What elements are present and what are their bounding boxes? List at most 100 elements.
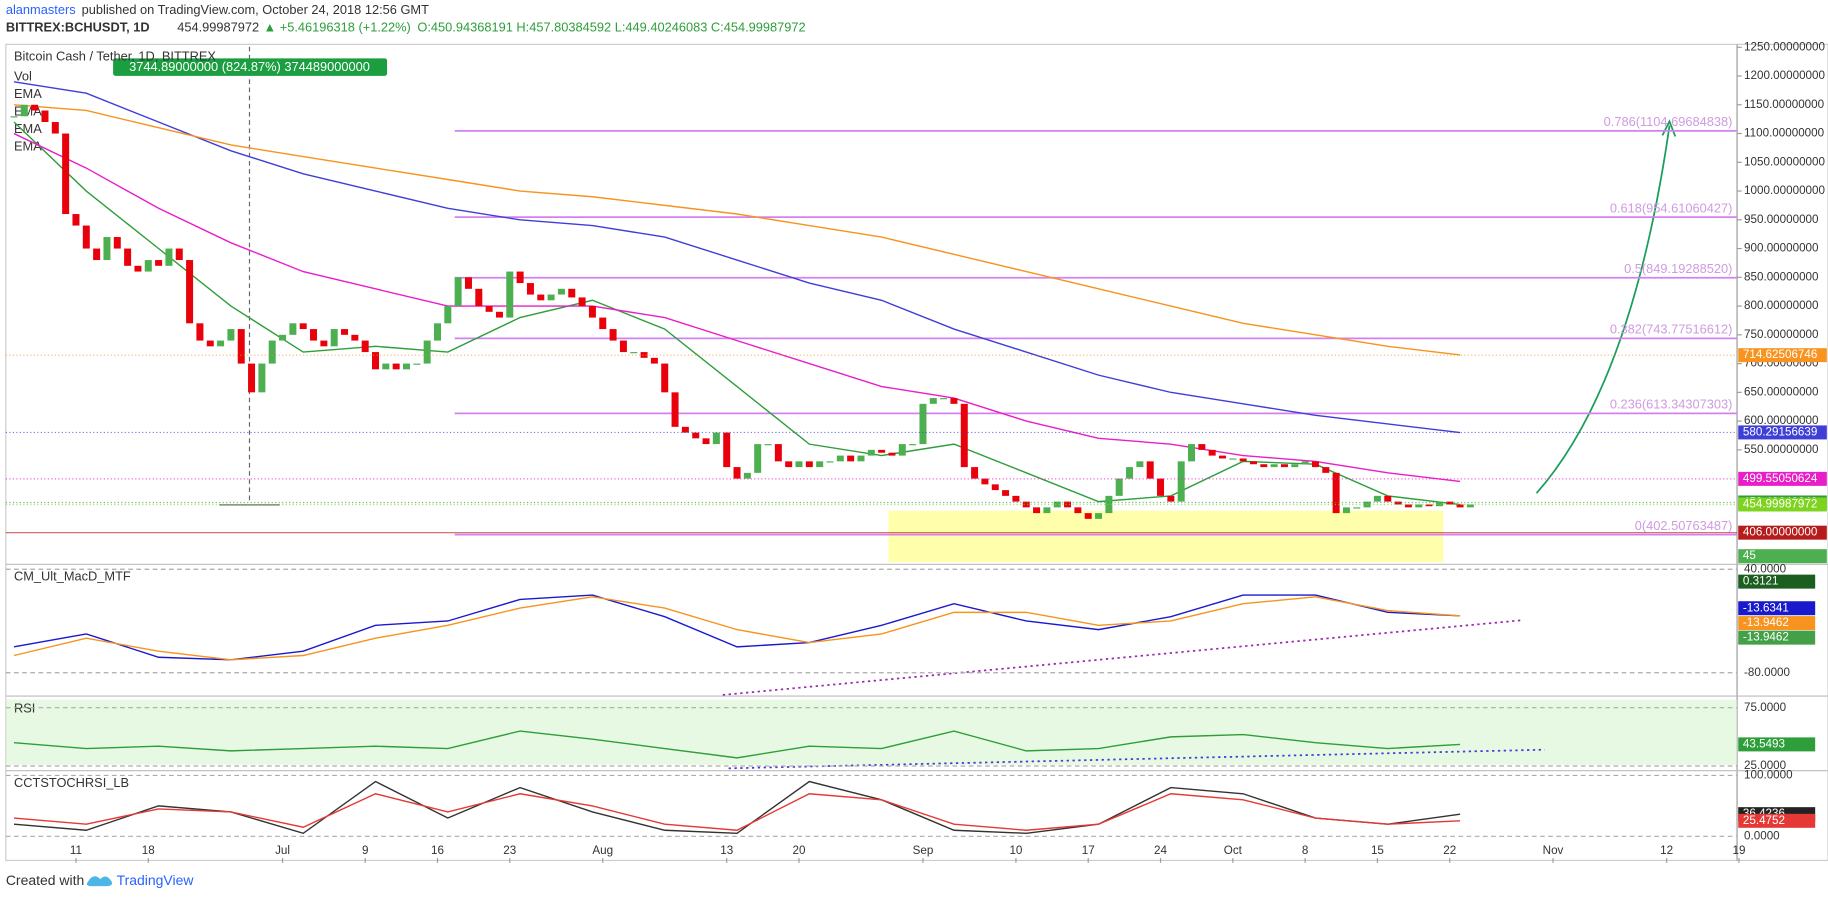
author[interactable]: alanmasters	[6, 2, 76, 17]
y-tick-label: 550.00000000	[1744, 443, 1819, 456]
indicator-tick-label: 100.0000	[1744, 769, 1793, 782]
candle	[557, 288, 565, 295]
candle	[1219, 455, 1226, 459]
x-tick-label: 10	[1009, 844, 1022, 857]
candle	[764, 444, 772, 446]
candle	[299, 323, 307, 330]
x-tick-label: Oct	[1224, 844, 1243, 857]
candle	[1270, 464, 1278, 468]
indicator-tick-label: -80.0000	[1744, 666, 1790, 679]
candle	[795, 461, 803, 468]
candle	[1074, 507, 1082, 514]
candle	[1280, 464, 1288, 468]
indicator-tag	[1738, 737, 1816, 752]
indicator-tick-label: 25.0000	[1744, 759, 1787, 772]
candle	[1022, 501, 1030, 508]
candle	[41, 110, 49, 123]
candle	[413, 363, 421, 365]
x-tick-label: 16	[431, 844, 444, 857]
indicator-tag	[1738, 601, 1816, 616]
candle	[341, 329, 349, 335]
candle	[1249, 461, 1257, 465]
candle	[1291, 464, 1299, 468]
candle	[1115, 478, 1123, 496]
legend-ema: EMA	[14, 121, 42, 136]
candle	[588, 306, 596, 318]
candle	[31, 104, 39, 111]
candle	[1239, 458, 1247, 462]
legend-ema: EMA	[14, 86, 42, 101]
x-tick-label: Sep	[913, 844, 934, 857]
candle	[1177, 461, 1185, 502]
candle	[671, 392, 679, 427]
indicator-title: CCTSTOCHRSI_LB	[14, 775, 129, 790]
candle	[991, 484, 999, 491]
trend-line	[728, 748, 1545, 770]
fib-label: 0.618(954.61060427)	[1610, 200, 1733, 215]
candle	[1404, 504, 1412, 508]
candle	[547, 294, 555, 301]
candle	[537, 294, 545, 301]
y-tick-label: 750.00000000	[1744, 328, 1819, 341]
footer-brand[interactable]: TradingView	[117, 872, 195, 888]
y-tick-label: 1050.00000000	[1744, 155, 1825, 168]
fib-label: 0(402.50763487)	[1635, 518, 1733, 533]
candle	[124, 248, 132, 266]
candle	[113, 237, 121, 249]
projection-arrow	[1535, 125, 1671, 494]
candle	[733, 467, 741, 479]
measure-label: 3744.89000000 (824.87%) 374489000000	[129, 59, 370, 74]
change: ▲ +5.46196318 (+1.22%)	[263, 19, 410, 34]
candle	[1229, 458, 1237, 460]
candle	[289, 323, 297, 335]
candle	[1084, 513, 1092, 519]
indicator-tag-label: -13.9462	[1743, 631, 1789, 644]
candle	[1157, 478, 1165, 496]
price-tag-label: 580.29156639	[1743, 426, 1817, 439]
candle	[1353, 507, 1361, 509]
candle	[599, 317, 607, 330]
candle	[805, 461, 813, 468]
candle	[1332, 472, 1340, 514]
candle	[578, 297, 586, 307]
candle	[971, 467, 979, 479]
candle	[1456, 504, 1464, 508]
range-box	[888, 510, 1444, 563]
candle	[1384, 495, 1392, 502]
candle	[475, 288, 483, 307]
indicator-tag-label: 25.4752	[1743, 814, 1785, 827]
candle	[960, 403, 968, 468]
candle	[847, 455, 855, 462]
candle	[433, 323, 441, 341]
price-tag	[1738, 549, 1827, 564]
indicator-line	[13, 780, 1461, 835]
x-tick-label: Aug	[592, 844, 613, 857]
x-tick-label: 15	[1371, 844, 1384, 857]
footer-created: Created with	[6, 872, 84, 888]
candle	[878, 449, 886, 453]
price-tag	[1738, 525, 1827, 540]
candle	[248, 363, 256, 393]
candle	[227, 329, 235, 341]
candle	[1188, 444, 1196, 462]
candle	[103, 237, 111, 261]
candle	[361, 340, 369, 353]
candle	[82, 225, 90, 249]
candle	[351, 334, 359, 341]
brand-icon	[86, 876, 113, 887]
candle	[919, 403, 927, 445]
x-tick-label: 8	[1302, 844, 1308, 857]
price-tag	[1738, 425, 1827, 440]
candle	[1105, 495, 1113, 514]
ohlc: O:450.94368191 H:457.80384592 L:449.4024…	[417, 19, 805, 34]
candle	[1301, 461, 1309, 465]
candle	[62, 133, 70, 215]
candle	[1126, 467, 1134, 479]
candle	[320, 340, 328, 347]
y-tick-label: 950.00000000	[1744, 213, 1819, 226]
candle	[826, 461, 834, 463]
trend-line	[722, 619, 1522, 696]
candle	[175, 248, 183, 261]
fib-label: 0.786(1104.69684838)	[1604, 114, 1733, 129]
candle	[867, 449, 875, 456]
